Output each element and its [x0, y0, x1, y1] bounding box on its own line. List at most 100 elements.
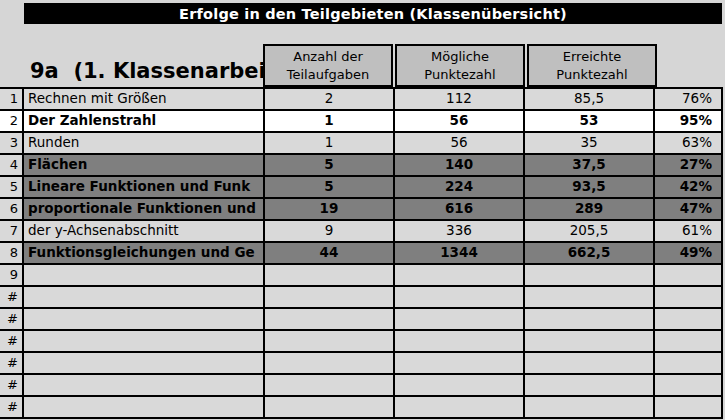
table-row: #: [0, 309, 723, 331]
percent-cell[interactable]: [655, 375, 723, 397]
task-count-cell[interactable]: 19: [265, 199, 395, 221]
topic-cell[interactable]: Rechnen mit Größen: [24, 89, 265, 111]
task-count-cell[interactable]: [265, 397, 395, 419]
task-count-cell[interactable]: [265, 331, 395, 353]
achieved-points-cell[interactable]: [525, 375, 655, 397]
topic-cell[interactable]: [24, 353, 265, 375]
achieved-points-cell[interactable]: 662,5: [525, 243, 655, 265]
topic-cell[interactable]: [24, 287, 265, 309]
task-count-cell[interactable]: [265, 309, 395, 331]
achieved-points-cell[interactable]: [525, 331, 655, 353]
row-number-cell[interactable]: 1: [0, 89, 24, 111]
header-anzahl-teilaufgaben[interactable]: Anzahl der Teilaufgaben: [263, 44, 393, 87]
percent-cell[interactable]: [655, 331, 723, 353]
possible-points-cell[interactable]: [395, 331, 525, 353]
topic-cell[interactable]: proportionale Funktionen und: [24, 199, 265, 221]
percent-cell[interactable]: 49%: [655, 243, 723, 265]
possible-points-cell[interactable]: 112: [395, 89, 525, 111]
achieved-points-cell[interactable]: [525, 353, 655, 375]
possible-points-cell[interactable]: 224: [395, 177, 525, 199]
achieved-points-cell[interactable]: 205,5: [525, 221, 655, 243]
row-number-cell[interactable]: 5: [0, 177, 24, 199]
task-count-cell[interactable]: 1: [265, 133, 395, 155]
topic-cell[interactable]: Runden: [24, 133, 265, 155]
percent-cell[interactable]: 27%: [655, 155, 723, 177]
possible-points-cell[interactable]: 140: [395, 155, 525, 177]
topic-cell[interactable]: [24, 375, 265, 397]
percent-cell[interactable]: 47%: [655, 199, 723, 221]
percent-cell[interactable]: 95%: [655, 111, 723, 133]
topic-cell[interactable]: [24, 397, 265, 419]
table-row: #: [0, 397, 723, 419]
row-number-cell[interactable]: 2: [0, 111, 24, 133]
possible-points-cell[interactable]: [395, 375, 525, 397]
task-count-cell[interactable]: 44: [265, 243, 395, 265]
task-count-cell[interactable]: 5: [265, 155, 395, 177]
row-number-cell[interactable]: 8: [0, 243, 24, 265]
possible-points-cell[interactable]: [395, 397, 525, 419]
sheet-title-bar: Erfolge in den Teilgebieten (Klassenüber…: [24, 3, 722, 24]
task-count-cell[interactable]: [265, 375, 395, 397]
achieved-points-cell[interactable]: 85,5: [525, 89, 655, 111]
task-count-cell[interactable]: [265, 287, 395, 309]
topic-cell[interactable]: [24, 309, 265, 331]
topic-cell[interactable]: Lineare Funktionen und Funk: [24, 177, 265, 199]
topic-cell[interactable]: [24, 331, 265, 353]
percent-cell[interactable]: [655, 265, 723, 287]
task-count-cell[interactable]: 5: [265, 177, 395, 199]
row-number-cell[interactable]: #: [0, 287, 24, 309]
percent-cell[interactable]: [655, 309, 723, 331]
possible-points-cell[interactable]: 1344: [395, 243, 525, 265]
topic-cell[interactable]: Funktionsgleichungen und Ge: [24, 243, 265, 265]
percent-cell[interactable]: [655, 287, 723, 309]
possible-points-cell[interactable]: 56: [395, 133, 525, 155]
table-row: #: [0, 375, 723, 397]
achieved-points-cell[interactable]: 37,5: [525, 155, 655, 177]
topic-cell[interactable]: der y-Achsenabschnitt: [24, 221, 265, 243]
task-count-cell[interactable]: [265, 353, 395, 375]
achieved-points-cell[interactable]: 93,5: [525, 177, 655, 199]
task-count-cell[interactable]: [265, 265, 395, 287]
achieved-points-cell[interactable]: [525, 265, 655, 287]
row-number-cell[interactable]: 7: [0, 221, 24, 243]
header-erreichte-punktezahl[interactable]: Erreichte Punktezahl: [527, 44, 657, 87]
table-row: 1 Rechnen mit Größen 2 112 85,5 76%: [0, 89, 723, 111]
table-row: 9: [0, 265, 723, 287]
row-number-cell[interactable]: #: [0, 309, 24, 331]
row-number-cell[interactable]: #: [0, 331, 24, 353]
task-count-cell[interactable]: 9: [265, 221, 395, 243]
possible-points-cell[interactable]: 336: [395, 221, 525, 243]
percent-cell[interactable]: [655, 353, 723, 375]
possible-points-cell[interactable]: 56: [395, 111, 525, 133]
task-count-cell[interactable]: 1: [265, 111, 395, 133]
percent-cell[interactable]: 42%: [655, 177, 723, 199]
row-number-cell[interactable]: #: [0, 397, 24, 419]
header-moegliche-punktezahl[interactable]: Mögliche Punktezahl: [395, 44, 525, 87]
possible-points-cell[interactable]: 616: [395, 199, 525, 221]
achieved-points-cell[interactable]: 35: [525, 133, 655, 155]
achieved-points-cell[interactable]: 53: [525, 111, 655, 133]
percent-cell[interactable]: [655, 397, 723, 419]
possible-points-cell[interactable]: [395, 309, 525, 331]
row-number-cell[interactable]: #: [0, 353, 24, 375]
row-number-cell[interactable]: #: [0, 375, 24, 397]
percent-cell[interactable]: 76%: [655, 89, 723, 111]
row-number-cell[interactable]: 3: [0, 133, 24, 155]
achieved-points-cell[interactable]: [525, 287, 655, 309]
achieved-points-cell[interactable]: [525, 397, 655, 419]
possible-points-cell[interactable]: [395, 265, 525, 287]
sheet-title: Erfolge in den Teilgebieten (Klassenüber…: [179, 6, 567, 22]
topic-cell[interactable]: [24, 265, 265, 287]
achieved-points-cell[interactable]: [525, 309, 655, 331]
topic-cell[interactable]: Flächen: [24, 155, 265, 177]
task-count-cell[interactable]: 2: [265, 89, 395, 111]
percent-cell[interactable]: 63%: [655, 133, 723, 155]
row-number-cell[interactable]: 4: [0, 155, 24, 177]
row-number-cell[interactable]: 9: [0, 265, 24, 287]
topic-cell[interactable]: Der Zahlenstrahl: [24, 111, 265, 133]
possible-points-cell[interactable]: [395, 353, 525, 375]
percent-cell[interactable]: 61%: [655, 221, 723, 243]
possible-points-cell[interactable]: [395, 287, 525, 309]
row-number-cell[interactable]: 6: [0, 199, 24, 221]
achieved-points-cell[interactable]: 289: [525, 199, 655, 221]
